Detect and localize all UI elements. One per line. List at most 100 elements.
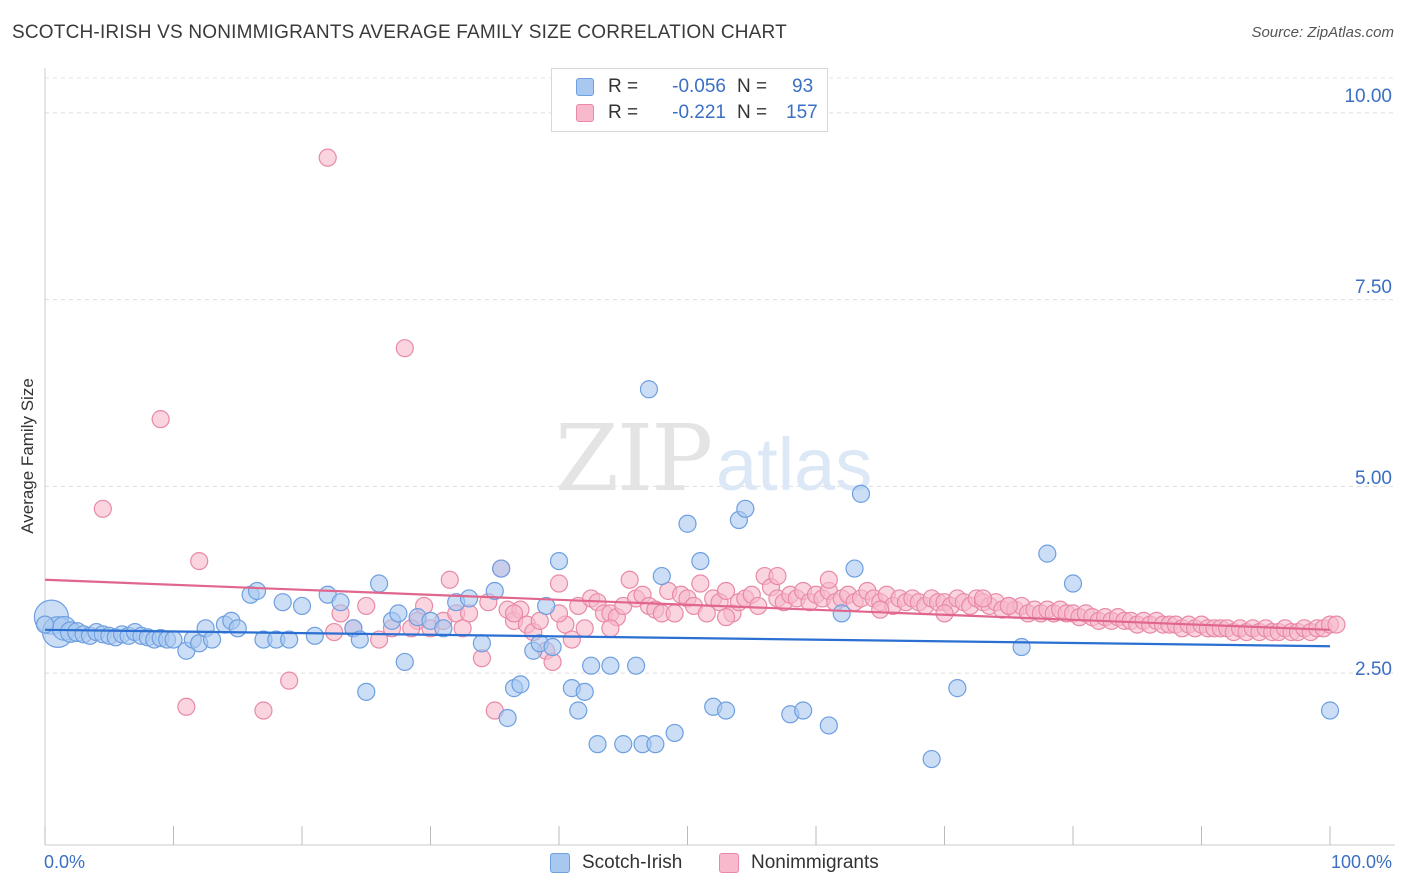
nonimmigrants-point	[716, 581, 736, 601]
nonimmigrants-point	[973, 589, 993, 608]
nonimmigrants-point	[716, 608, 736, 627]
scotch-irish-point	[350, 630, 369, 649]
scotch-irish-point	[614, 735, 633, 754]
scotch-irish-point	[357, 682, 376, 701]
legend-r-value: -0.056	[672, 76, 726, 97]
nonimmigrants-point	[453, 619, 472, 638]
nonimmigrants-point	[819, 570, 838, 589]
series-nonimmigrants	[93, 148, 1346, 720]
nonimmigrants-point	[395, 339, 414, 358]
bottom-legend-swatch-nonimmigrants	[719, 853, 739, 873]
y-tick-7-5: 7.50	[1355, 277, 1392, 298]
scotch-irish-point	[851, 484, 871, 503]
legend-n-value: 157	[786, 102, 818, 123]
legend-n-value: 93	[792, 76, 814, 97]
scotch-irish-point	[639, 380, 659, 399]
nonimmigrants-point	[562, 630, 581, 649]
scotch-irish-point	[794, 701, 813, 720]
nonimmigrants-point	[93, 499, 112, 518]
scotch-irish-point	[280, 630, 299, 649]
nonimmigrants-point	[549, 574, 569, 593]
grid-lines	[45, 77, 1395, 674]
scotch-irish-point	[1320, 701, 1340, 720]
scotch-irish-point	[845, 559, 864, 578]
nonimmigrants-point	[749, 596, 768, 616]
y-axis-label: Average Family Size	[18, 378, 37, 534]
scotch-irish-point	[511, 675, 530, 694]
watermark-atlas: atlas	[716, 423, 872, 506]
x-axis	[44, 68, 1395, 846]
scotch-irish-point	[370, 574, 389, 593]
legend-n-label: N =	[736, 76, 768, 97]
nonimmigrants-point	[768, 566, 787, 586]
scotch-irish-point	[665, 723, 684, 743]
scotch-irish-point	[736, 499, 755, 518]
nonimmigrants-point	[151, 410, 170, 429]
trend-lines	[44, 578, 1331, 648]
scotch-irish-point	[691, 551, 710, 571]
nonimmigrants-point	[325, 622, 344, 642]
scotch-irish-point	[273, 593, 292, 612]
watermark-zip: ZIP	[555, 405, 711, 512]
nonimmigrants-point	[935, 604, 954, 623]
y-tick-2-5: 2.50	[1355, 659, 1392, 680]
scotch-irish-point	[626, 656, 646, 675]
nonimmigrants-point	[665, 604, 684, 623]
scotch-irish-point	[305, 626, 324, 645]
bottom-legend-label-scotch-irish: Scotch-Irish	[582, 852, 683, 873]
y-tick-10: 10.00	[1344, 86, 1392, 107]
nonimmigrants-point	[177, 697, 196, 716]
scotch-irish-point	[434, 619, 453, 638]
nonimmigrants-point	[318, 148, 337, 167]
legend-r-value: -0.221	[672, 102, 726, 123]
nonimmigrants-point	[999, 596, 1018, 616]
scotch-irish-point	[601, 656, 620, 675]
legend-row-scotch-irish: R = -0.056 N = 93	[576, 75, 832, 99]
scotch-irish-point	[569, 701, 588, 720]
scotch-irish-trendline	[44, 628, 1331, 648]
chart-title: SCOTCH-IRISH VS NONIMMIGRANTS AVERAGE FA…	[12, 22, 787, 43]
source-credit: Source: ZipAtlas.com	[1251, 24, 1394, 41]
watermark: ZIP atlas	[555, 405, 872, 512]
x-axis-min-label: 0.0%	[44, 852, 86, 872]
nonimmigrants-point	[370, 630, 389, 649]
legend-r-label: R =	[608, 76, 639, 97]
nonimmigrants-point	[575, 619, 594, 638]
scotch-irish-point	[459, 589, 479, 608]
scotch-irish-point	[331, 593, 350, 612]
legend-swatch-scotch-irish	[576, 78, 594, 96]
nonimmigrants-point	[504, 604, 524, 623]
series-scotch-irish	[33, 380, 1340, 769]
scotch-irish-point	[819, 716, 838, 735]
bottom-legend-scotch-irish: Scotch-Irish	[550, 852, 682, 874]
legend-n-label: N =	[736, 102, 768, 123]
scotch-irish-point	[948, 679, 967, 698]
scotch-irish-point	[202, 630, 222, 649]
nonimmigrants-point	[691, 574, 710, 593]
x-axis-max-label: 100.0%	[1330, 852, 1392, 872]
scotch-irish-point	[1038, 544, 1057, 563]
scotch-irish-point	[1012, 637, 1031, 657]
scotch-irish-point	[247, 581, 267, 601]
nonimmigrants-trendline	[44, 578, 1331, 631]
scotch-irish-point	[575, 682, 594, 701]
nonimmigrants-point	[620, 570, 639, 589]
scotch-irish-point	[652, 566, 671, 586]
nonimmigrants-point	[1327, 615, 1346, 634]
bottom-legend-swatch-scotch-irish	[550, 853, 570, 873]
scotch-irish-point	[832, 604, 851, 623]
nonimmigrants-point	[601, 619, 620, 638]
scotch-irish-point	[485, 581, 504, 601]
nonimmigrants-point	[280, 671, 299, 690]
scotch-irish-point	[678, 514, 697, 533]
scotch-irish-point	[537, 596, 556, 616]
nonimmigrants-point	[357, 596, 376, 616]
scotch-irish-point	[228, 619, 247, 638]
scotch-irish-point	[395, 652, 414, 672]
scotch-irish-point	[922, 749, 941, 769]
scotch-irish-point	[588, 735, 607, 754]
bottom-legend-label-nonimmigrants: Nonimmigrants	[751, 852, 879, 873]
scotch-irish-point	[389, 604, 408, 623]
scotch-irish-point	[472, 634, 491, 653]
